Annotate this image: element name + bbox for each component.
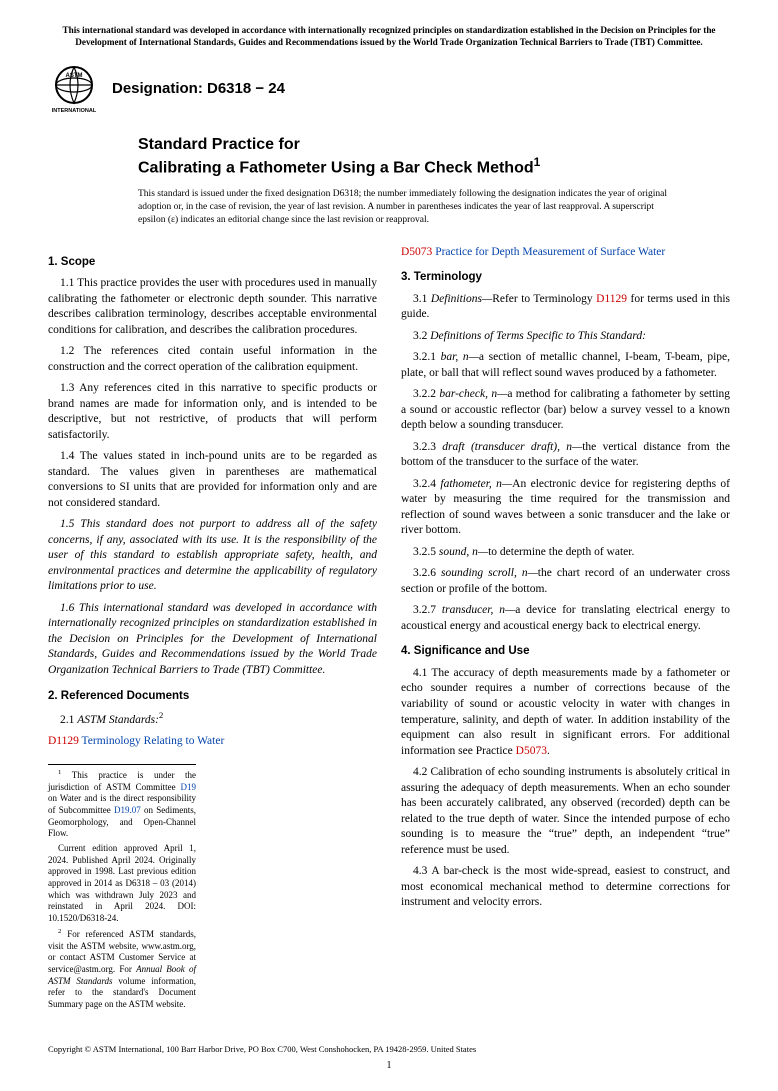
p4-1c: . — [547, 745, 550, 757]
ref-d1129: D1129 Terminology Relating to Water — [48, 734, 377, 750]
title-main-text: Calibrating a Fathometer Using a Bar Che… — [138, 159, 534, 176]
fn1-d1907[interactable]: D19.07 — [114, 805, 141, 815]
p3-1c: Refer to Terminology — [492, 293, 596, 305]
ref-d1129-text[interactable]: Terminology Relating to Water — [79, 735, 224, 747]
p3-2-7b: transducer, n— — [442, 604, 515, 616]
para-4-3: 4.3 A bar-check is the most wide-spread,… — [401, 864, 730, 911]
p3-2-6a: 3.2.6 — [413, 567, 441, 579]
fn1a: This practice is under the jurisdiction … — [48, 770, 196, 792]
footnote-1b: Current edition approved April 1, 2024. … — [48, 843, 196, 925]
issuance-note: This standard is issued under the fixed … — [138, 188, 730, 226]
astm-logo-icon: ASTM INTERNATIONAL — [48, 63, 100, 115]
footnote-1: 1 This practice is under the jurisdictio… — [48, 769, 196, 840]
section-2-head: 2. Referenced Documents — [48, 689, 377, 705]
page-number: 1 — [48, 1060, 730, 1071]
p3-2-6b: sounding scroll, n— — [441, 567, 538, 579]
page: This international standard was develope… — [0, 0, 778, 1091]
p3-2-1a: 3.2.1 — [413, 351, 441, 363]
para-1-5: 1.5 This standard does not purport to ad… — [48, 517, 377, 595]
p2-1-sup: 2 — [159, 710, 163, 720]
footnote-2: 2 For referenced ASTM standards, visit t… — [48, 928, 196, 1011]
ref-d5073: D5073 Practice for Depth Measurement of … — [401, 245, 730, 261]
para-4-1: 4.1 The accuracy of depth measurements m… — [401, 666, 730, 759]
title-sup: 1 — [534, 155, 541, 169]
title-main: Calibrating a Fathometer Using a Bar Che… — [138, 155, 730, 178]
para-4-2: 4.2 Calibration of echo sounding instrum… — [401, 765, 730, 858]
para-3-2-3: 3.2.3 draft (transducer draft), n—the ve… — [401, 440, 730, 471]
p3-2a: 3.2 — [413, 330, 430, 342]
top-notice: This international standard was develope… — [48, 24, 730, 59]
p4-1a: 4.1 The accuracy of depth measurements m… — [401, 667, 730, 757]
svg-text:ASTM: ASTM — [66, 73, 83, 79]
p4-1b[interactable]: D5073 — [516, 745, 547, 757]
p3-2-7a: 3.2.7 — [413, 604, 442, 616]
copyright: Copyright © ASTM International, 100 Barr… — [48, 1044, 730, 1054]
p3-2-3b: draft (transducer draft), n— — [442, 441, 582, 453]
para-1-1: 1.1 This practice provides the user with… — [48, 276, 377, 338]
ref-d1129-code[interactable]: D1129 — [48, 735, 79, 747]
section-4-head: 4. Significance and Use — [401, 644, 730, 660]
para-3-2-6: 3.2.6 sounding scroll, n—the chart recor… — [401, 566, 730, 597]
ref-d5073-text[interactable]: Practice for Depth Measurement of Surfac… — [432, 246, 665, 258]
para-3-2-7: 3.2.7 transducer, n—a device for transla… — [401, 603, 730, 634]
designation: Designation: D6318 − 24 — [112, 80, 285, 97]
para-3-2-4: 3.2.4 fathometer, n—An electronic device… — [401, 477, 730, 539]
ref-d5073-code[interactable]: D5073 — [401, 246, 432, 258]
p2-1-prefix: 2.1 — [60, 714, 77, 726]
footnotes: 1 This practice is under the jurisdictio… — [48, 764, 196, 1011]
para-1-4: 1.4 The values stated in inch-pound unit… — [48, 449, 377, 511]
p3-1d[interactable]: D1129 — [596, 293, 627, 305]
para-3-2-2: 3.2.2 bar-check, n—a method for calibrat… — [401, 387, 730, 434]
header-row: ASTM INTERNATIONAL Designation: D6318 − … — [48, 63, 730, 115]
para-3-2-1: 3.2.1 bar, n—a section of metallic chann… — [401, 350, 730, 381]
title-kicker: Standard Practice for — [138, 135, 730, 155]
p3-2-4a: 3.2.4 — [413, 478, 440, 490]
para-2-1: 2.1 ASTM Standards:2 — [48, 710, 377, 728]
section-3-head: 3. Terminology — [401, 270, 730, 286]
title-block: Standard Practice for Calibrating a Fath… — [138, 135, 730, 178]
para-3-2: 3.2 Definitions of Terms Specific to Thi… — [401, 329, 730, 345]
para-3-1: 3.1 Definitions—Refer to Terminology D11… — [401, 292, 730, 323]
p3-2-4b: fathometer, n— — [440, 478, 512, 490]
svg-text:INTERNATIONAL: INTERNATIONAL — [52, 108, 97, 114]
p3-2b: Definitions of Terms Specific to This St… — [430, 330, 646, 342]
left-column: 1. Scope 1.1 This practice provides the … — [48, 245, 377, 1014]
p3-1b: Definitions— — [431, 293, 492, 305]
para-3-2-5: 3.2.5 sound, n—to determine the depth of… — [401, 545, 730, 561]
para-1-6: 1.6 This international standard was deve… — [48, 601, 377, 679]
p2-1-italic: ASTM Standards: — [77, 714, 159, 726]
right-column: D5073 Practice for Depth Measurement of … — [401, 245, 730, 1014]
p3-2-5b: sound, n— — [439, 546, 488, 558]
para-1-2: 1.2 The references cited contain useful … — [48, 344, 377, 375]
p3-2-3a: 3.2.3 — [413, 441, 442, 453]
columns: 1. Scope 1.1 This practice provides the … — [48, 245, 730, 1014]
p3-2-2a: 3.2.2 — [413, 388, 439, 400]
p3-2-2b: bar-check, n— — [439, 388, 507, 400]
para-1-3: 1.3 Any references cited in this narrati… — [48, 381, 377, 443]
section-1-head: 1. Scope — [48, 255, 377, 271]
fn1-d19[interactable]: D19 — [181, 782, 197, 792]
p3-2-5a: 3.2.5 — [413, 546, 439, 558]
p3-1a: 3.1 — [413, 293, 431, 305]
p3-2-1b: bar, n— — [441, 351, 479, 363]
p3-2-5c: to determine the depth of water. — [488, 546, 634, 558]
